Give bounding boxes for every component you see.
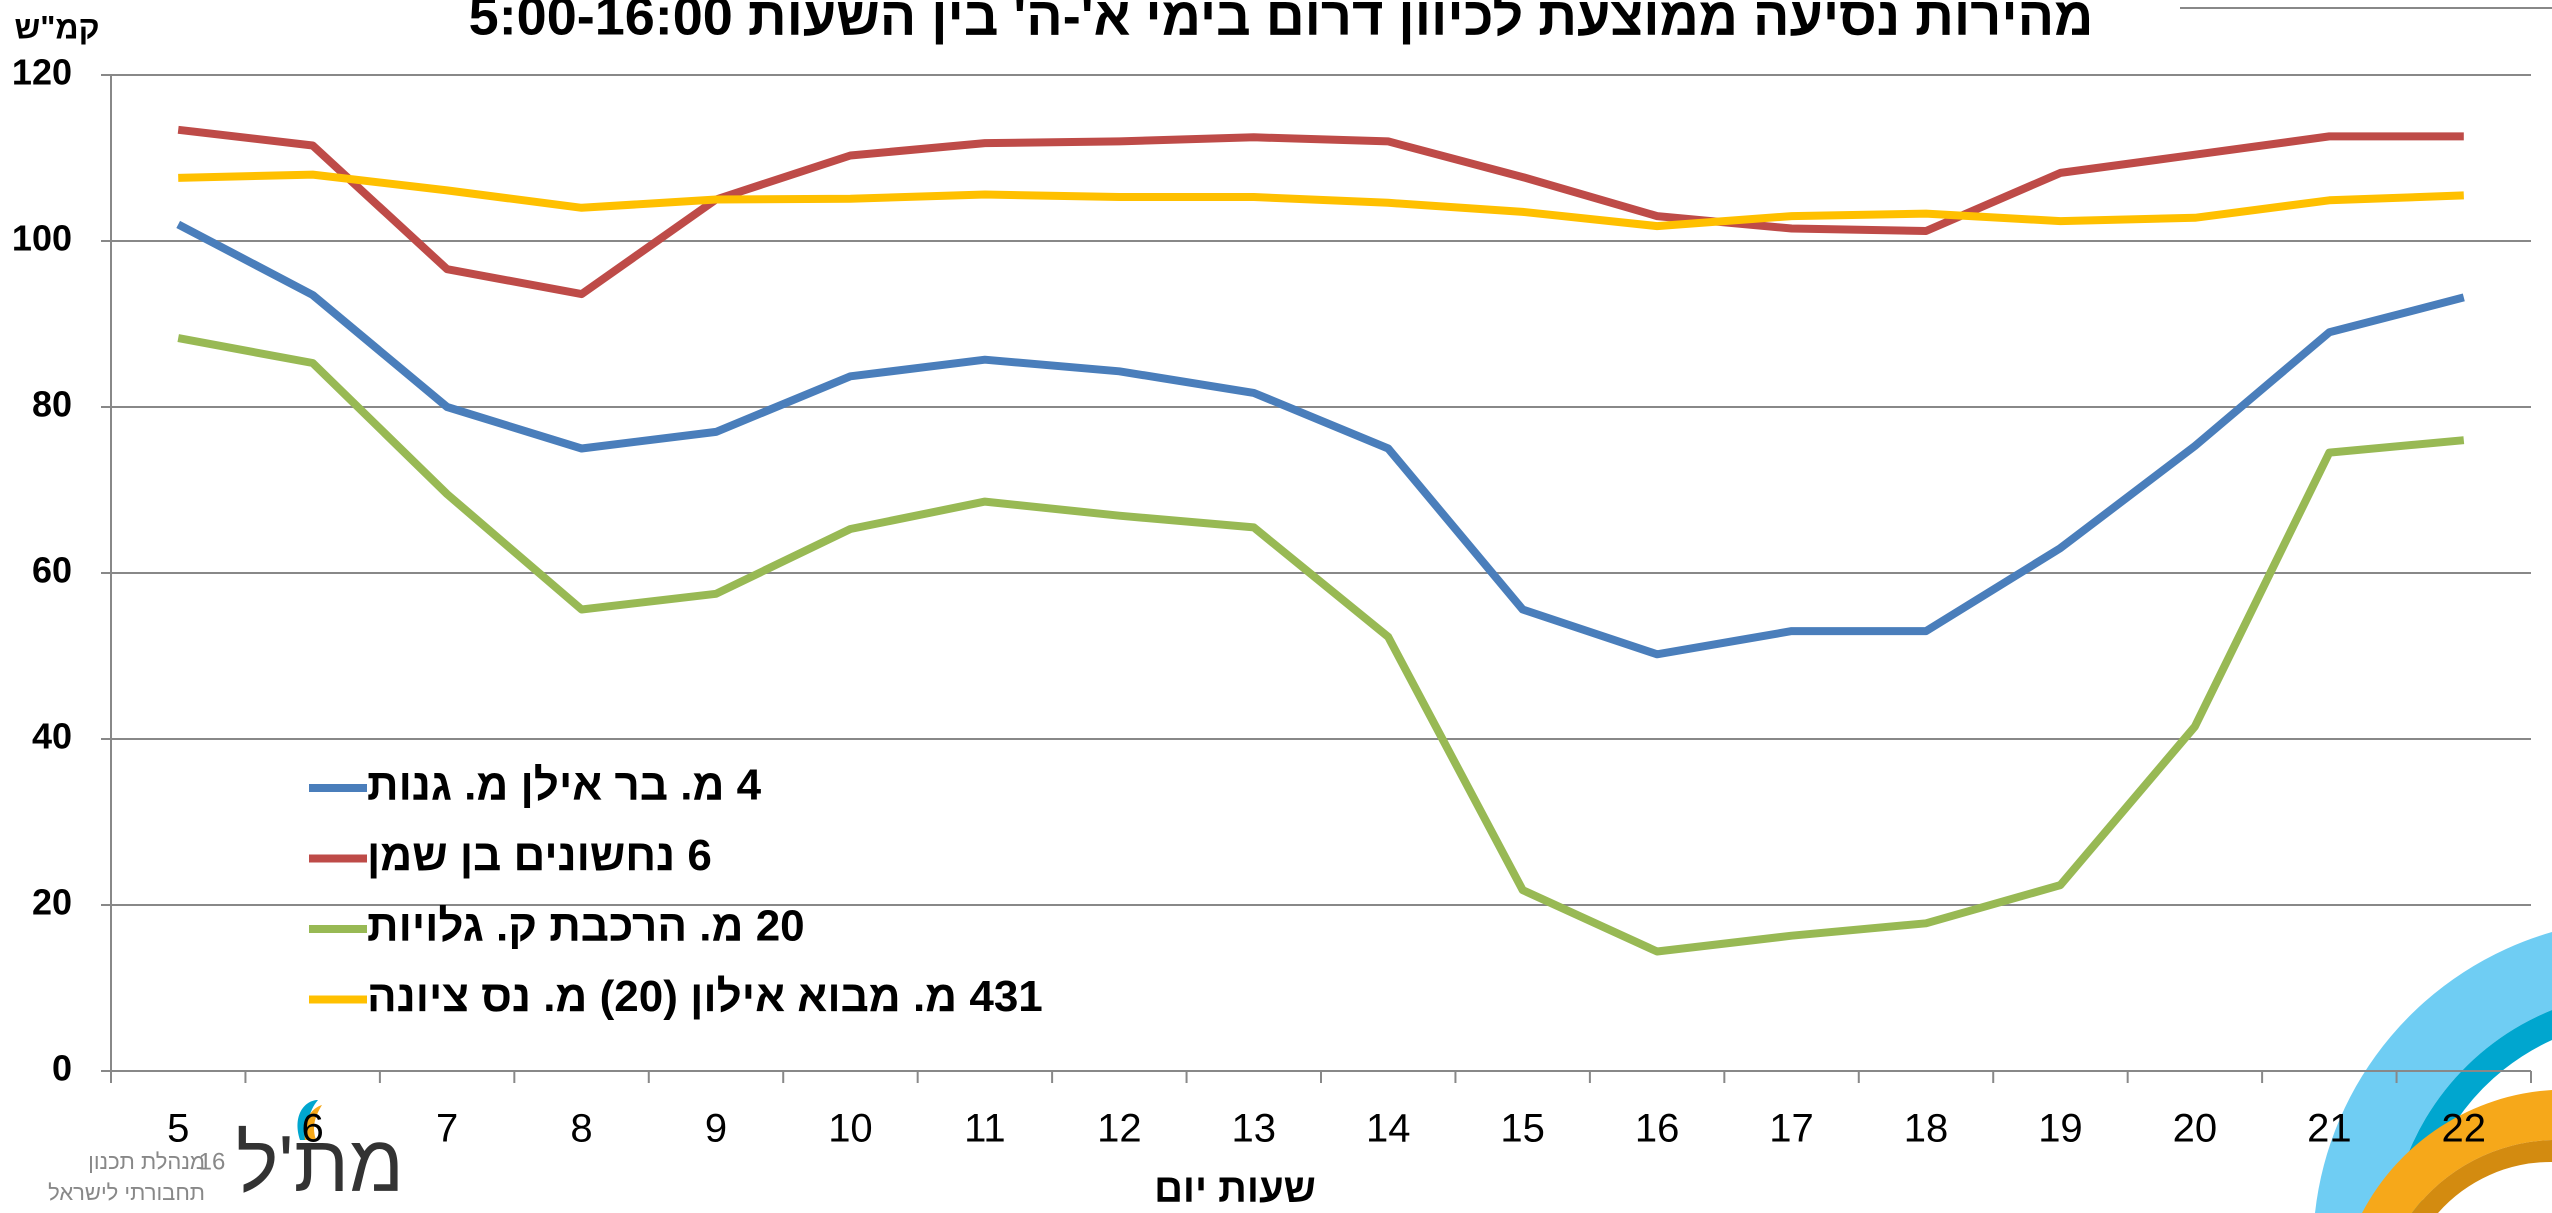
- x-tick-label: 6: [302, 1107, 324, 1151]
- x-tick-label: 12: [1097, 1107, 1142, 1151]
- x-tick-label: 21: [2307, 1107, 2352, 1151]
- y-tick-label: 100: [12, 218, 72, 259]
- x-tick-label: 9: [705, 1107, 727, 1151]
- logo-text: מת'ל: [236, 1119, 404, 1208]
- x-tick-label: 20: [2173, 1107, 2218, 1151]
- y-tick-label: 40: [32, 716, 72, 757]
- x-tick-label: 18: [1904, 1107, 1949, 1151]
- x-tick-label: 8: [570, 1107, 592, 1151]
- x-axis-label: שעות יום: [1154, 1167, 1316, 1211]
- x-tick-label: 15: [1500, 1107, 1545, 1151]
- x-tick-label: 11: [964, 1107, 1006, 1151]
- x-tick-label: 13: [1232, 1107, 1277, 1151]
- legend-label: 20 מ. הרכבת ק. גלויות: [367, 902, 805, 951]
- x-tick-label: 7: [436, 1107, 458, 1151]
- chart-title: מהירות נסיעה ממוצעת לכיוון דרום בימי א'-…: [469, 0, 2094, 46]
- decoration: [2315, 932, 2552, 1213]
- page-number: 16: [199, 1148, 226, 1175]
- x-tick-label: 17: [1769, 1107, 1814, 1151]
- legend-label: 4 מ. בר אילן מ. גנות: [367, 761, 762, 810]
- x-tick-label: 19: [2038, 1107, 2083, 1151]
- y-axis-label: קמ"ש: [14, 9, 99, 45]
- series-line: [176, 220, 2465, 659]
- y-tick-label: 20: [32, 882, 72, 923]
- y-tick-label: 120: [12, 52, 72, 93]
- y-tick-label: 0: [52, 1048, 72, 1089]
- series-line: [177, 125, 2464, 299]
- y-tick-label: 60: [32, 550, 72, 591]
- legend-label: 431 מ. מבוא אילון (20) מ. נס ציונה: [367, 972, 1043, 1021]
- x-tick-label: 22: [2442, 1107, 2487, 1151]
- logo: [297, 1100, 322, 1140]
- x-tick-label: 14: [1366, 1107, 1411, 1151]
- org-line: תחבורתי לישראל: [48, 1180, 205, 1205]
- y-tick-label: 80: [32, 384, 72, 425]
- org-line: מנהלת תכנון: [88, 1149, 205, 1174]
- legend-label: 6 נחשונים בן שמן: [367, 831, 712, 880]
- series-line: [177, 334, 2465, 956]
- x-tick-label: 5: [167, 1107, 189, 1151]
- x-tick-label: 10: [828, 1107, 873, 1151]
- series-line: [178, 170, 2464, 231]
- x-tick-label: 16: [1635, 1107, 1680, 1151]
